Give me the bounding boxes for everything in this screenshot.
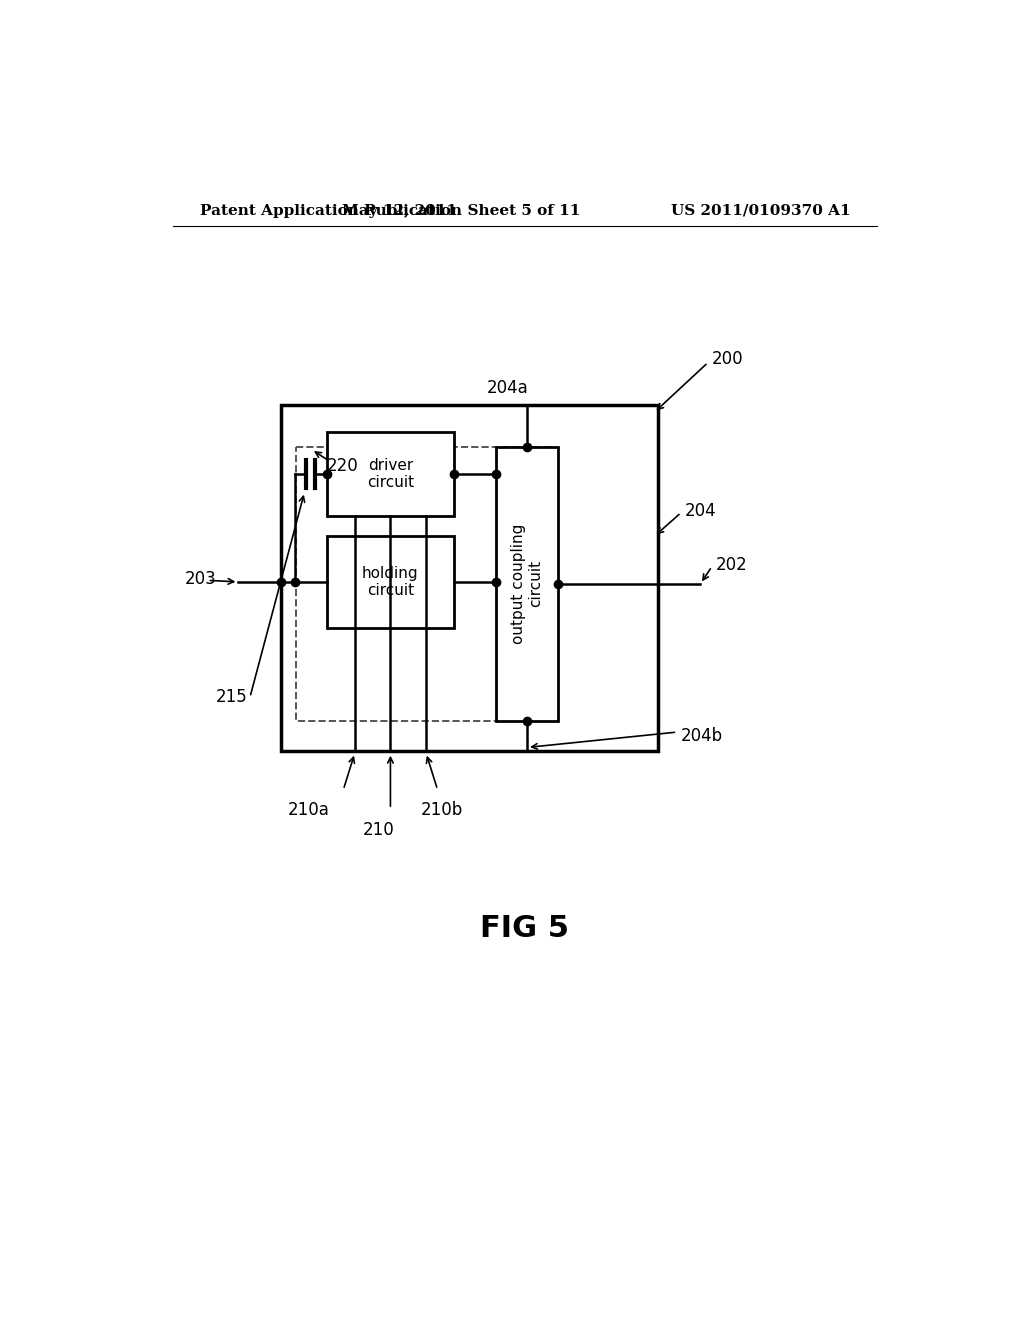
Bar xyxy=(327,536,454,628)
Text: Patent Application Publication: Patent Application Publication xyxy=(200,203,462,218)
Text: 202: 202 xyxy=(716,556,748,574)
Text: 200: 200 xyxy=(712,350,743,367)
Text: 204a: 204a xyxy=(487,379,528,397)
Text: FIG 5: FIG 5 xyxy=(480,913,569,942)
Text: 204b: 204b xyxy=(681,727,723,744)
Text: 210b: 210b xyxy=(420,801,463,820)
Text: US 2011/0109370 A1: US 2011/0109370 A1 xyxy=(671,203,851,218)
Bar xyxy=(497,447,558,721)
Text: May 12, 2011  Sheet 5 of 11: May 12, 2011 Sheet 5 of 11 xyxy=(342,203,581,218)
Text: 203: 203 xyxy=(184,570,216,587)
Bar xyxy=(281,405,658,751)
Text: 204: 204 xyxy=(685,502,717,520)
Text: driver
circuit: driver circuit xyxy=(367,458,414,490)
Text: 220: 220 xyxy=(327,457,358,475)
Text: output coupling
circuit: output coupling circuit xyxy=(511,524,544,644)
Bar xyxy=(296,447,550,721)
Text: 215: 215 xyxy=(215,689,247,706)
Text: 210a: 210a xyxy=(288,801,330,820)
Bar xyxy=(327,432,454,516)
Text: holding
circuit: holding circuit xyxy=(362,566,419,598)
Text: 210: 210 xyxy=(364,821,395,838)
